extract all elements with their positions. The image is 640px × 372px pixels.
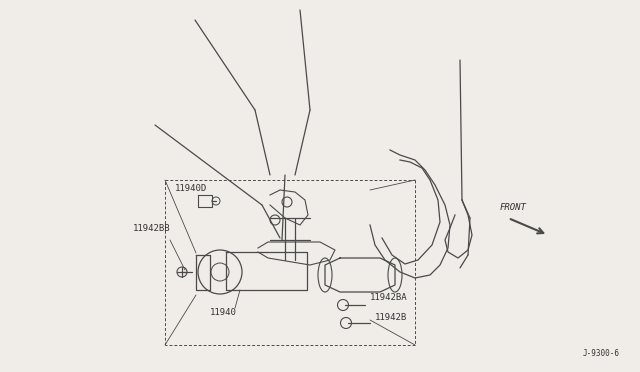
Text: 11942BB: 11942BB — [133, 224, 171, 233]
Text: J-9300-6: J-9300-6 — [583, 349, 620, 358]
Text: FRONT: FRONT — [500, 203, 527, 212]
Text: 11942BA: 11942BA — [370, 294, 408, 302]
Text: 11942B: 11942B — [375, 314, 407, 323]
Text: 11940D: 11940D — [175, 184, 207, 193]
Text: 11940: 11940 — [210, 308, 237, 317]
